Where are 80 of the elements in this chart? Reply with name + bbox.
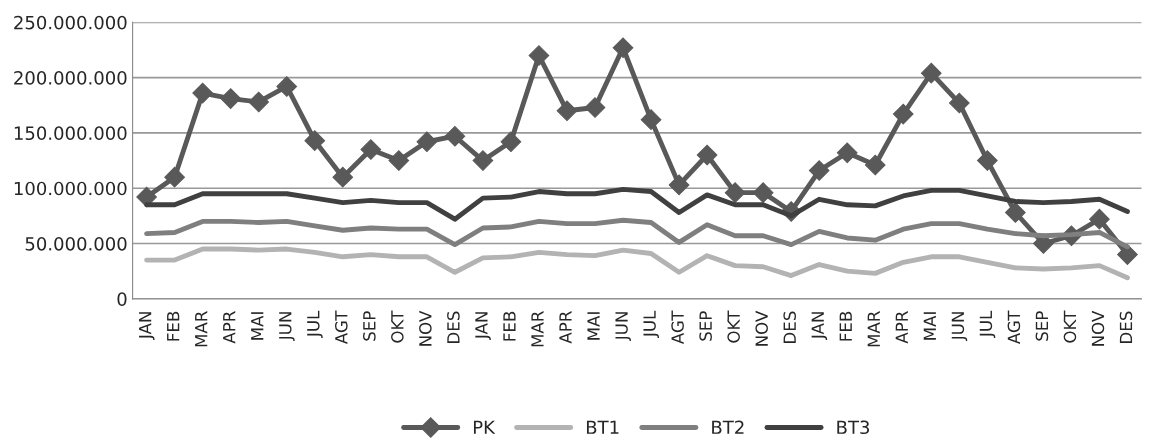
point xyxy=(640,109,662,130)
x-tick-label: SEP xyxy=(363,311,376,341)
legend-label: BT1 xyxy=(586,420,619,434)
point xyxy=(612,37,634,59)
x-tick-label: JAN xyxy=(139,312,155,340)
x-tick-label: MAR xyxy=(531,311,544,347)
x-tick-label: AGT xyxy=(1007,310,1021,345)
point xyxy=(696,144,718,166)
y-tick-label: 100.000.000 xyxy=(14,181,127,196)
x-tick-label: SEP xyxy=(1035,311,1049,341)
x-tick-label: SEP xyxy=(699,311,712,341)
point xyxy=(892,103,914,125)
point xyxy=(332,166,354,188)
point xyxy=(584,97,606,118)
x-tick-label: APR xyxy=(895,311,908,344)
y-tick-label: 50.000.000 xyxy=(25,236,127,251)
x-tick-label: JUL xyxy=(307,310,323,338)
x-tick-label: MAI xyxy=(251,312,264,340)
point xyxy=(220,88,242,109)
x-tick-label: APR xyxy=(223,311,236,344)
x-tick-label: JUN xyxy=(279,312,295,342)
x-tick-label: AGT xyxy=(671,310,684,345)
x-tick-label: MAR xyxy=(867,311,880,347)
x-tick-label: NOV xyxy=(755,310,768,346)
y-tick-label: 200.000.000 xyxy=(14,71,127,85)
point xyxy=(472,150,494,171)
x-tick-label: JUL xyxy=(979,310,996,338)
point xyxy=(360,139,382,160)
line-series xyxy=(144,246,1130,281)
y-tick-label: 250.000.000 xyxy=(14,15,127,30)
x-tick-label: OKT xyxy=(1063,310,1077,343)
x-tick-label: JUL xyxy=(643,310,659,338)
point xyxy=(1117,244,1138,265)
y-tick-label: 0 xyxy=(117,292,127,306)
point xyxy=(276,76,298,97)
x-tick-label: FEB xyxy=(503,311,516,341)
x-tick-label: MAR xyxy=(195,311,208,347)
point xyxy=(836,142,858,164)
x-tick-label: DES xyxy=(783,311,796,343)
x-tick-label: OKT xyxy=(391,310,404,343)
x-tick-label: MAI xyxy=(923,312,936,340)
x-tick-label: AGT xyxy=(335,310,348,345)
x-tick-label: JUN xyxy=(951,312,968,342)
point xyxy=(304,130,326,151)
point xyxy=(164,166,185,188)
y-tick-label: 150.000.000 xyxy=(14,126,127,141)
point xyxy=(977,150,998,171)
point xyxy=(388,150,410,171)
x-tick-label: DES xyxy=(447,311,460,343)
x-tick-label: DES xyxy=(1119,311,1133,343)
point xyxy=(1005,202,1026,223)
point xyxy=(724,182,746,203)
x-tick-label: JUN xyxy=(615,312,631,342)
point xyxy=(864,154,886,176)
x-tick-label: OKT xyxy=(727,310,740,343)
point xyxy=(248,91,270,113)
x-tick-label: MAI xyxy=(587,312,600,340)
point xyxy=(668,174,690,196)
x-tick-label: JAN xyxy=(475,312,491,340)
legend-label: BT2 xyxy=(712,420,744,434)
point xyxy=(444,125,466,147)
point xyxy=(808,160,830,181)
x-tick-label: APR xyxy=(559,311,572,344)
point xyxy=(948,92,970,114)
point xyxy=(920,62,942,84)
point xyxy=(556,100,578,122)
point xyxy=(416,131,438,153)
x-tick-label: NOV xyxy=(1091,310,1105,346)
x-tick-label: NOV xyxy=(419,310,432,346)
x-tick-label: JAN xyxy=(811,312,828,340)
point xyxy=(528,45,550,66)
point xyxy=(192,82,213,104)
legend-label: PK xyxy=(473,420,496,434)
point xyxy=(752,182,774,203)
x-tick-label: FEB xyxy=(839,311,852,341)
point xyxy=(136,186,157,208)
point xyxy=(500,131,522,153)
legend-label: BT3 xyxy=(837,420,870,435)
point xyxy=(1089,208,1110,230)
x-tick-label: FEB xyxy=(167,311,180,341)
